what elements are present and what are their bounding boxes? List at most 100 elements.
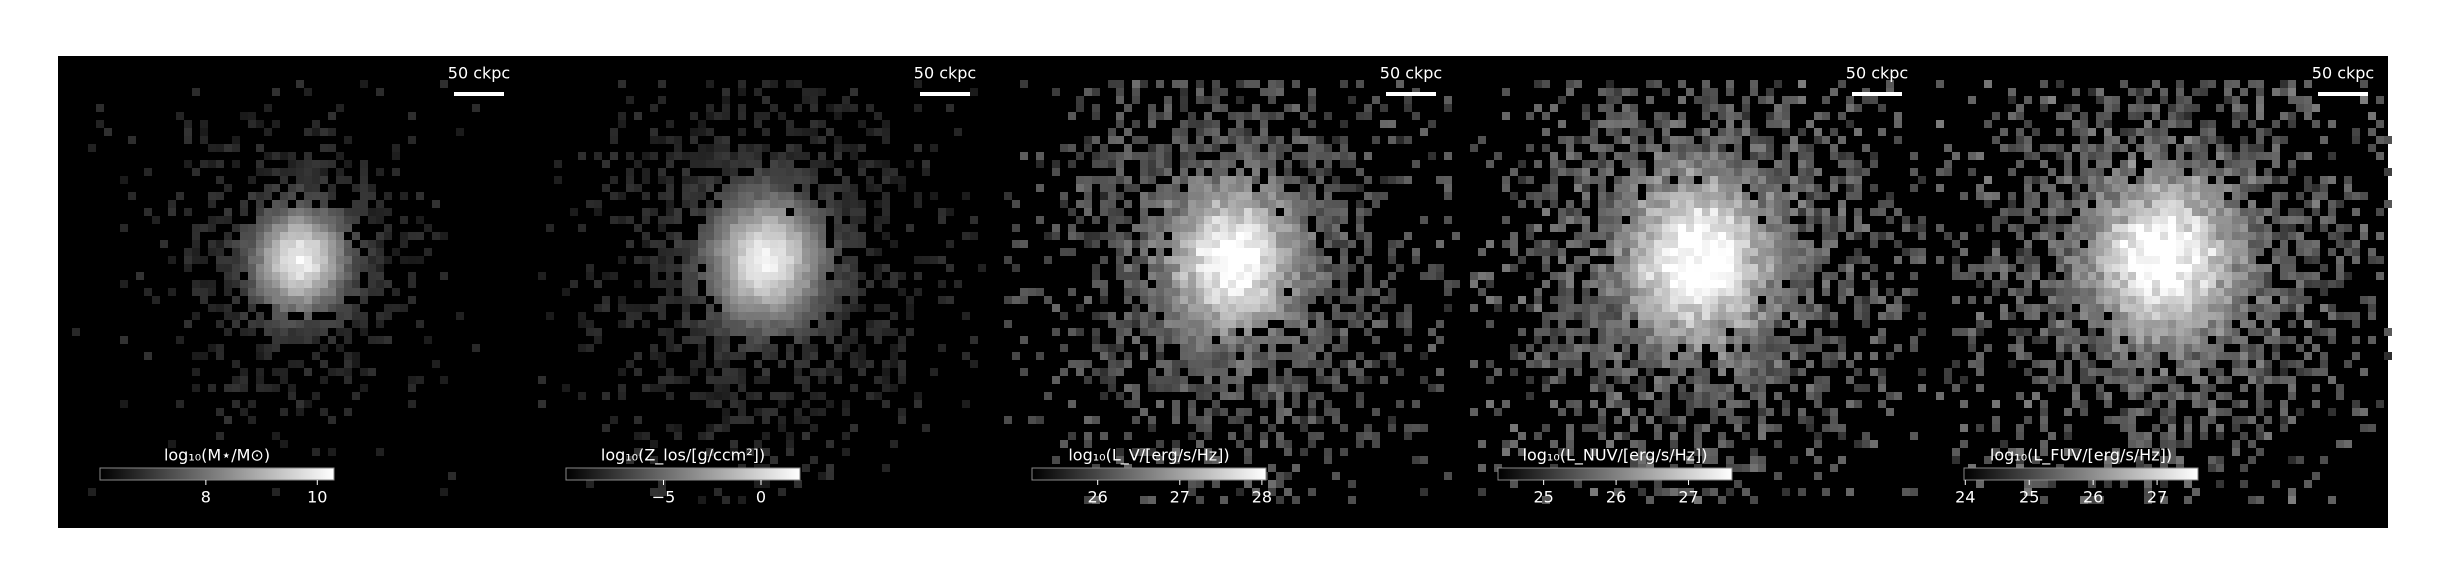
pixel [754,248,762,256]
pixel [842,200,850,208]
pixel [360,264,368,272]
pixel [1212,128,1220,136]
pixel [1702,392,1710,400]
pixel [1380,296,1388,304]
pixel [416,256,424,264]
pixel [802,280,810,288]
pixel [1662,240,1670,248]
pixel [1574,232,1582,240]
pixel [666,200,674,208]
pixel [1654,288,1662,296]
pixel [1124,128,1132,136]
pixel [714,176,722,184]
pixel [826,440,834,448]
pixel [336,280,344,288]
pixel [2032,200,2040,208]
pixel [1750,344,1758,352]
pixel [762,128,770,136]
pixel [2152,112,2160,120]
pixel [1332,408,1340,416]
pixel [2144,280,2152,288]
pixel [1590,320,1598,328]
pixel [1854,176,1862,184]
pixel [1766,368,1774,376]
pixel [1968,272,1976,280]
pixel [1662,352,1670,360]
pixel [2104,272,2112,280]
pixel [1878,200,1886,208]
pixel [810,264,818,272]
pixel [1790,224,1798,232]
pixel [1316,360,1324,368]
pixel [2144,344,2152,352]
pixel [1734,376,1742,384]
pixel [1718,328,1726,336]
pixel [1774,104,1782,112]
pixel [1268,280,1276,288]
pixel [256,120,264,128]
pixel [1614,88,1622,96]
pixel [2072,120,2080,128]
pixel [1348,312,1356,320]
pixel [722,408,730,416]
pixel [264,328,272,336]
galaxy-image [1936,80,2392,504]
pixel [1308,440,1316,448]
pixel [1694,288,1702,296]
pixel [738,400,746,408]
pixel [1614,296,1622,304]
pixel [1236,264,1244,272]
pixel [1630,272,1638,280]
pixel [1172,136,1180,144]
pixel [1196,336,1204,344]
pixel [1806,344,1814,352]
pixel [1678,264,1686,272]
pixel [232,400,240,408]
pixel [1292,312,1300,320]
pixel [256,264,264,272]
pixel [1886,80,1894,88]
pixel [1814,328,1822,336]
pixel [1694,200,1702,208]
pixel [650,208,658,216]
pixel [1646,256,1654,264]
pixel [898,176,906,184]
pixel [1542,264,1550,272]
pixel [1244,296,1252,304]
pixel [1316,216,1324,224]
pixel [1702,400,1710,408]
pixel [280,368,288,376]
pixel [2064,304,2072,312]
pixel [1188,264,1196,272]
pixel [1750,304,1758,312]
pixel [1252,144,1260,152]
pixel [2080,248,2088,256]
pixel [1196,120,1204,128]
pixel [2080,360,2088,368]
pixel [818,328,826,336]
pixel [1806,240,1814,248]
pixel [1798,128,1806,136]
pixel [360,184,368,192]
pixel [2000,312,2008,320]
pixel [1404,304,1412,312]
pixel [1388,296,1396,304]
pixel [1646,232,1654,240]
pixel [858,232,866,240]
pixel [802,232,810,240]
pixel [1308,336,1316,344]
pixel [2104,344,2112,352]
pixel [1654,360,1662,368]
pixel [1862,224,1870,232]
pixel [1550,152,1558,160]
pixel [1774,424,1782,432]
pixel [1654,408,1662,416]
pixel [1196,320,1204,328]
pixel [1188,112,1196,120]
pixel [1140,344,1148,352]
pixel [2008,344,2016,352]
pixel [1558,448,1566,456]
pixel [2112,184,2120,192]
pixel [1878,232,1886,240]
pixel [1846,288,1854,296]
